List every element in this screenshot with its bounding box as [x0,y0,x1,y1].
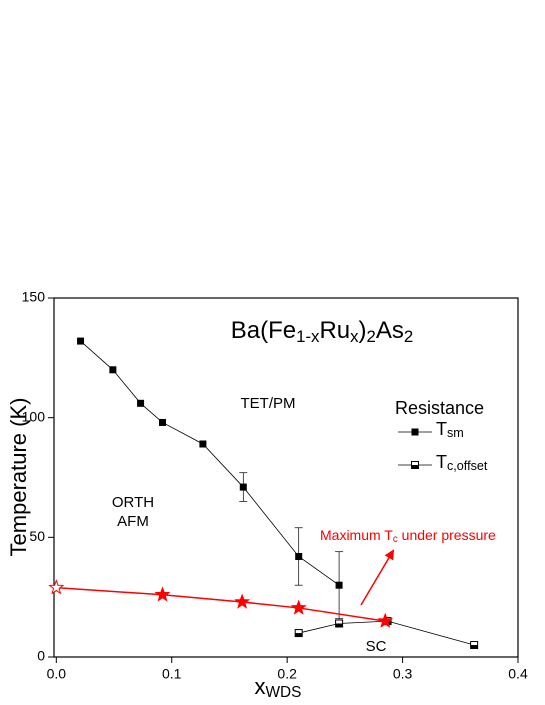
y-tick-label: 0 [37,648,45,664]
legend-label-part: T [436,452,447,472]
y-tick-label: 150 [22,289,46,305]
data-point [154,586,171,602]
legend-label-part: T [436,419,447,439]
chart-title: Ba(Fe1-xRux)2As2 [231,317,413,345]
annotation-arrow [360,549,395,606]
x-axis-label: xWDS [255,674,302,701]
legend-label-part: sm [447,426,464,440]
legend-label-part: c,offset [447,459,488,473]
x-tick-label: 0.2 [277,666,297,682]
data-point [294,629,303,638]
region-label: ORTH [112,494,154,511]
x-tick-label: 0.3 [393,666,413,682]
data-point [137,399,145,407]
annotation: Maximum Tc under pressure [320,527,496,545]
annotation-part: under pressure [398,527,496,543]
series-line [80,340,340,586]
data-point [199,440,207,448]
y-tick-label: 50 [29,528,45,544]
x-axis-label-part: WDS [266,684,302,701]
chart-title-part: As [376,317,404,344]
data-point [470,641,479,650]
series-line [56,586,386,622]
marker-half [335,623,343,627]
chart-title-part: 2 [367,327,376,346]
region-label: SC [366,638,387,655]
legend-title: Resistance [395,398,484,418]
data-point [239,483,247,491]
marker-half [411,465,419,469]
data-point [109,366,117,374]
marker-half [470,645,478,649]
legend-label: Tsm [436,419,464,440]
plot-frame [53,297,519,658]
chart-title-part: 1-x [296,327,320,346]
region-label: TET/PM [241,395,296,412]
x-tick-label: 0.0 [47,666,67,682]
chart-title-part: x [350,327,359,346]
annotation-part: c [393,534,398,545]
x-tick-label: 0.1 [162,666,182,682]
data-point [48,579,65,595]
y-axis-label: Temperature (K) [6,398,31,557]
legend-marker [411,461,419,469]
chart-title-part: ) [359,317,367,344]
data-point [77,337,85,345]
annotation-part: Maximum T [320,527,393,543]
data-point [290,599,307,615]
chart-title-part: 2 [404,327,413,346]
data-point [335,581,343,589]
region-label: AFM [117,513,149,530]
data-point [377,612,394,628]
marker-half [295,633,303,637]
legend-marker [411,428,419,436]
series-line [298,620,475,646]
chart-title-part: Ba(Fe [231,317,296,344]
y-tick-label: 100 [22,408,46,424]
x-tick-label: 0.4 [508,666,528,682]
data-point [234,593,251,609]
data-point [335,619,344,628]
x-axis-label-part: x [255,674,266,699]
chart-title-part: Ru [319,317,350,344]
data-point [158,418,166,426]
legend-label: Tc,offset [436,452,488,473]
data-point [295,552,303,560]
